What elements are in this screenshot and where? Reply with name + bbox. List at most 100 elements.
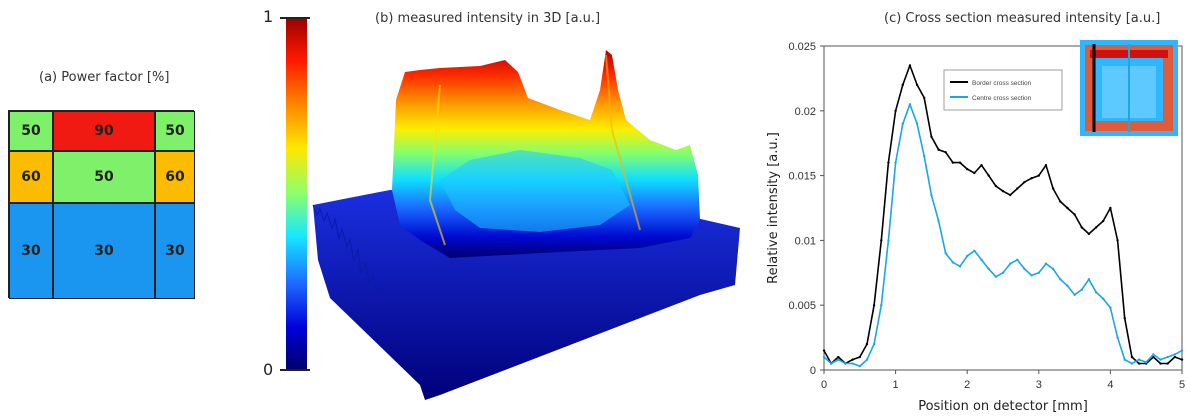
- series-1-point: [973, 249, 976, 252]
- series-0-point: [1152, 355, 1155, 359]
- series-1-point: [1016, 258, 1019, 262]
- series-1-point: [987, 267, 990, 271]
- series-0-point: [908, 64, 912, 67]
- legend-label-0: Border cross section: [972, 80, 1032, 87]
- series-0-point: [994, 184, 998, 188]
- power-factor-cell-r2-c1: 30: [53, 203, 155, 299]
- series-0-point: [901, 83, 904, 87]
- series-0-point: [937, 148, 940, 151]
- series-0-point: [887, 161, 890, 164]
- series-1-point: [915, 122, 919, 125]
- series-1-point: [1145, 361, 1148, 364]
- y-tick-label: 0.025: [788, 41, 816, 53]
- series-0-point: [1023, 180, 1026, 184]
- series-0-point: [944, 151, 947, 154]
- series-1-point: [1051, 267, 1055, 271]
- y-tick-label: 0.005: [788, 300, 816, 312]
- series-0-point: [958, 161, 962, 164]
- surface-inner-depression: [440, 150, 630, 232]
- y-tick-label: 0.01: [795, 235, 816, 247]
- series-line-1: [823, 103, 1183, 367]
- series-1-point: [1102, 297, 1105, 300]
- surface-3d-title: (b) measured intensity in 3D [a.u.]: [375, 11, 601, 26]
- colorbar: [286, 18, 307, 370]
- power-factor-cell-r0-c2: 50: [155, 111, 195, 151]
- series-1-point: [894, 161, 897, 164]
- power-factor-title: (a) Power factor [%]: [39, 70, 170, 85]
- series-0-point: [1044, 164, 1048, 167]
- x-tick-label: 2: [964, 379, 970, 391]
- series-1-point: [1073, 293, 1076, 297]
- series-0-point: [1094, 226, 1098, 229]
- legend-box: [943, 69, 1063, 111]
- power-factor-cell-r0-c0: 50: [9, 111, 53, 151]
- y-axis-label: Relative intensity [a.u.]: [766, 132, 781, 284]
- series-1-point: [822, 355, 826, 359]
- power-factor-cell-r1-c1: 50: [53, 151, 155, 203]
- x-tick-label: 5: [1179, 379, 1185, 391]
- x-tick-label: 1: [893, 379, 899, 391]
- cross-section-title: (c) Cross section measured intensity [a.…: [884, 11, 1161, 26]
- series-1-point: [994, 275, 998, 278]
- series-1-point: [1037, 271, 1040, 274]
- power-factor-cell-r0-c1: 90: [53, 111, 155, 151]
- series-0-point: [1001, 189, 1005, 193]
- series-1-point: [1159, 358, 1162, 361]
- series-1-point: [1180, 349, 1184, 352]
- y-tick-label: 0.02: [795, 106, 816, 118]
- series-1-point: [887, 239, 890, 242]
- series-1-point: [1137, 358, 1141, 361]
- series-1-point: [980, 258, 983, 262]
- series-0-point: [1051, 187, 1055, 190]
- colorbar-max-label: 1: [263, 7, 274, 26]
- series-1-point: [1030, 274, 1033, 277]
- series-0-point: [1087, 232, 1091, 236]
- series-0-point: [1080, 226, 1083, 229]
- series-1-point: [844, 362, 847, 365]
- series-0-point: [1059, 200, 1062, 203]
- series-0-point: [1180, 358, 1184, 361]
- legend-label-1: Centre cross section: [972, 95, 1032, 102]
- power-factor-cell-r1-c2: 60: [155, 151, 195, 203]
- cross-section-chart: 0 0.005 0.01 0.015 0.02 0.025 0 1 2 3 4 5 Position o…: [766, 40, 1185, 414]
- colorbar-min-tick: [280, 369, 310, 371]
- series-0-point: [880, 239, 883, 242]
- series-1-point: [951, 261, 955, 264]
- x-tick-label: 4: [1107, 379, 1113, 391]
- series-1-point: [1001, 271, 1005, 274]
- series-1-point: [880, 304, 883, 307]
- series-1-point: [908, 103, 912, 106]
- x-axis-label: Position on detector [mm]: [918, 399, 1088, 414]
- series-1-point: [1173, 353, 1177, 356]
- series-1-point: [1087, 278, 1091, 281]
- series-1-point: [1066, 284, 1069, 287]
- series-0-point: [923, 96, 926, 100]
- series-0-point: [1073, 213, 1076, 216]
- series-0-point: [980, 164, 983, 167]
- x-tick-label: 3: [1036, 379, 1042, 391]
- series-0-point: [1166, 362, 1169, 365]
- series-1-point: [1109, 306, 1112, 309]
- series-1-point: [930, 193, 933, 197]
- series-0-point: [822, 349, 826, 352]
- series-1-point: [1044, 262, 1048, 265]
- series-0-point: [1159, 362, 1162, 365]
- series-0-point: [837, 355, 840, 359]
- series-1-point: [958, 265, 962, 268]
- series-1-point: [966, 254, 969, 258]
- series-0-point: [865, 342, 869, 346]
- series-0-point: [915, 83, 919, 87]
- series-0-point: [1109, 206, 1112, 210]
- series-1-point: [944, 252, 947, 255]
- series-1-point: [923, 154, 926, 158]
- series-0-point: [1016, 187, 1019, 190]
- power-factor-cell-r1-c0: 60: [9, 151, 53, 203]
- series-1-point: [837, 358, 840, 361]
- plot-frame: [823, 45, 1183, 371]
- series-0-point: [1008, 193, 1012, 197]
- y-tick-label: 0.015: [788, 171, 816, 183]
- series-1-point: [1123, 358, 1126, 361]
- series-1-point: [1059, 278, 1062, 281]
- series-0-point: [858, 355, 861, 359]
